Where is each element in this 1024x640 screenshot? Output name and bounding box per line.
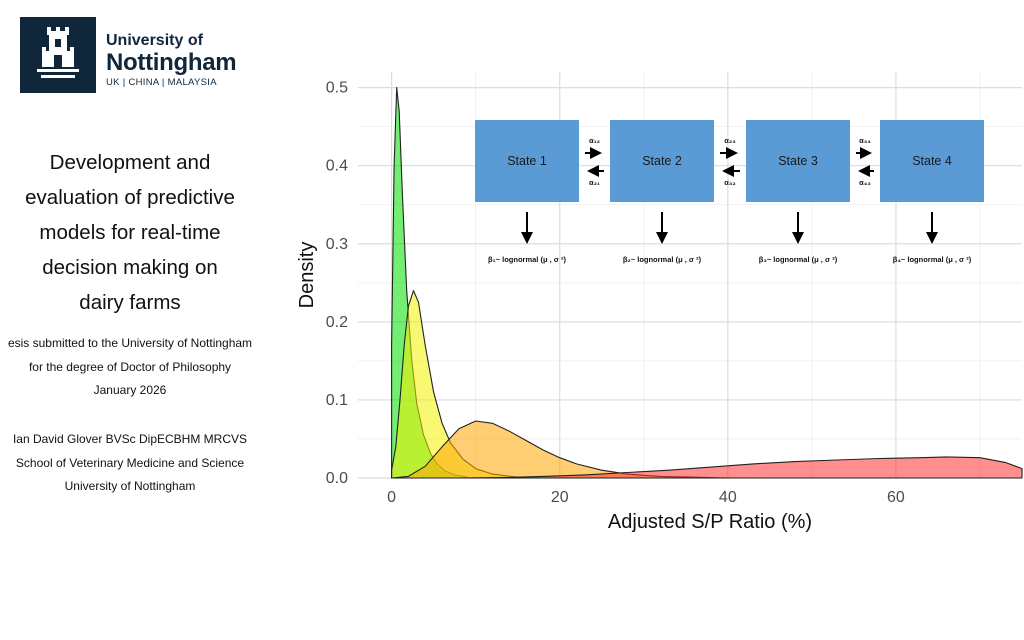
transition-forward-label: α₃₄ (859, 136, 871, 145)
y-tick-label: 0.4 (326, 158, 348, 175)
state-box-2 (610, 120, 714, 202)
state-label-2: State 2 (642, 154, 682, 168)
state-label-1: State 1 (507, 154, 547, 168)
thesis-title-line: decision making on (42, 256, 218, 279)
thesis-title-line: dairy farms (79, 291, 181, 314)
y-tick-label: 0.5 (326, 80, 348, 97)
logo-line-campuses: UK | CHINA | MALAYSIA (106, 77, 217, 88)
transition-forward-label: α₁₂ (589, 136, 600, 145)
logo-line-nottingham: Nottingham (106, 49, 237, 76)
university-logo: University of Nottingham UK | CHINA | MA… (20, 17, 237, 99)
y-tick-label: 0.0 (326, 470, 348, 487)
state-box-4 (880, 120, 984, 202)
y-axis-label: Density (296, 242, 318, 309)
thesis-title-line: evaluation of predictive (25, 186, 235, 209)
emission-dist-2: β₂~ lognormal (μ , σ ²) (623, 255, 702, 264)
subtitle-line: esis submitted to the University of Nott… (7, 336, 253, 350)
author-line: Ian David Glover BVSc DipECBHM MRCVS (12, 432, 248, 446)
transition-forward-label: α₂₃ (724, 136, 736, 145)
x-axis-label: Adjusted S/P Ratio (%) (608, 511, 812, 533)
thesis-title: Development and evaluation of predictive… (0, 145, 260, 320)
x-tick-label: 20 (551, 489, 569, 506)
author-line: University of Nottingham (64, 479, 196, 493)
thesis-title-line: Development and (49, 151, 211, 174)
logo-line-university: University of (106, 32, 203, 49)
density-area-4 (391, 456, 1023, 479)
thesis-author-block: Ian David Glover BVSc DipECBHM MRCVS Sch… (0, 428, 290, 499)
state-box-3 (746, 120, 850, 202)
transition-backward-label: α₄₃ (859, 178, 871, 187)
logo-wordmark: University of Nottingham UK | CHINA | MA… (106, 32, 237, 90)
density-curves (391, 87, 1023, 479)
state-box-1 (475, 120, 579, 202)
castle-crest-icon (20, 17, 96, 93)
emission-dist-4: β₄~ lognormal (μ , σ ²) (893, 255, 972, 264)
emission-dist-3: β₃~ lognormal (μ , σ ²) (759, 255, 838, 264)
x-tick-label: 40 (719, 489, 737, 506)
state-diagram: State 1 β₁~ lognormal (μ , σ ²) State 2 β₂~… (475, 120, 984, 264)
y-tick-label: 0.1 (326, 392, 348, 409)
transition-backward-label: α₃₂ (724, 178, 735, 187)
state-label-4: State 4 (912, 154, 952, 168)
subtitle-line: January 2026 (93, 383, 167, 397)
axes: 0 20 40 60 0.0 0.1 0.2 0.3 0.4 0.5 Adjusted S/P Ra… (296, 80, 905, 533)
y-tick-label: 0.2 (326, 314, 348, 331)
emission-dist-1: β₁~ lognormal (μ , σ ²) (488, 255, 567, 264)
state-label-3: State 3 (778, 154, 818, 168)
thesis-title-line: models for real-time (39, 221, 221, 244)
subtitle-line: for the degree of Doctor of Philosophy (28, 359, 232, 374)
x-tick-label: 60 (887, 489, 905, 506)
x-tick-label: 0 (387, 489, 396, 506)
thesis-subtitle: esis submitted to the University of Nott… (0, 332, 290, 403)
transition-backward-label: α₂₁ (589, 178, 600, 187)
author-line: School of Veterinary Medicine and Scienc… (15, 455, 245, 470)
y-tick-label: 0.3 (326, 236, 348, 253)
